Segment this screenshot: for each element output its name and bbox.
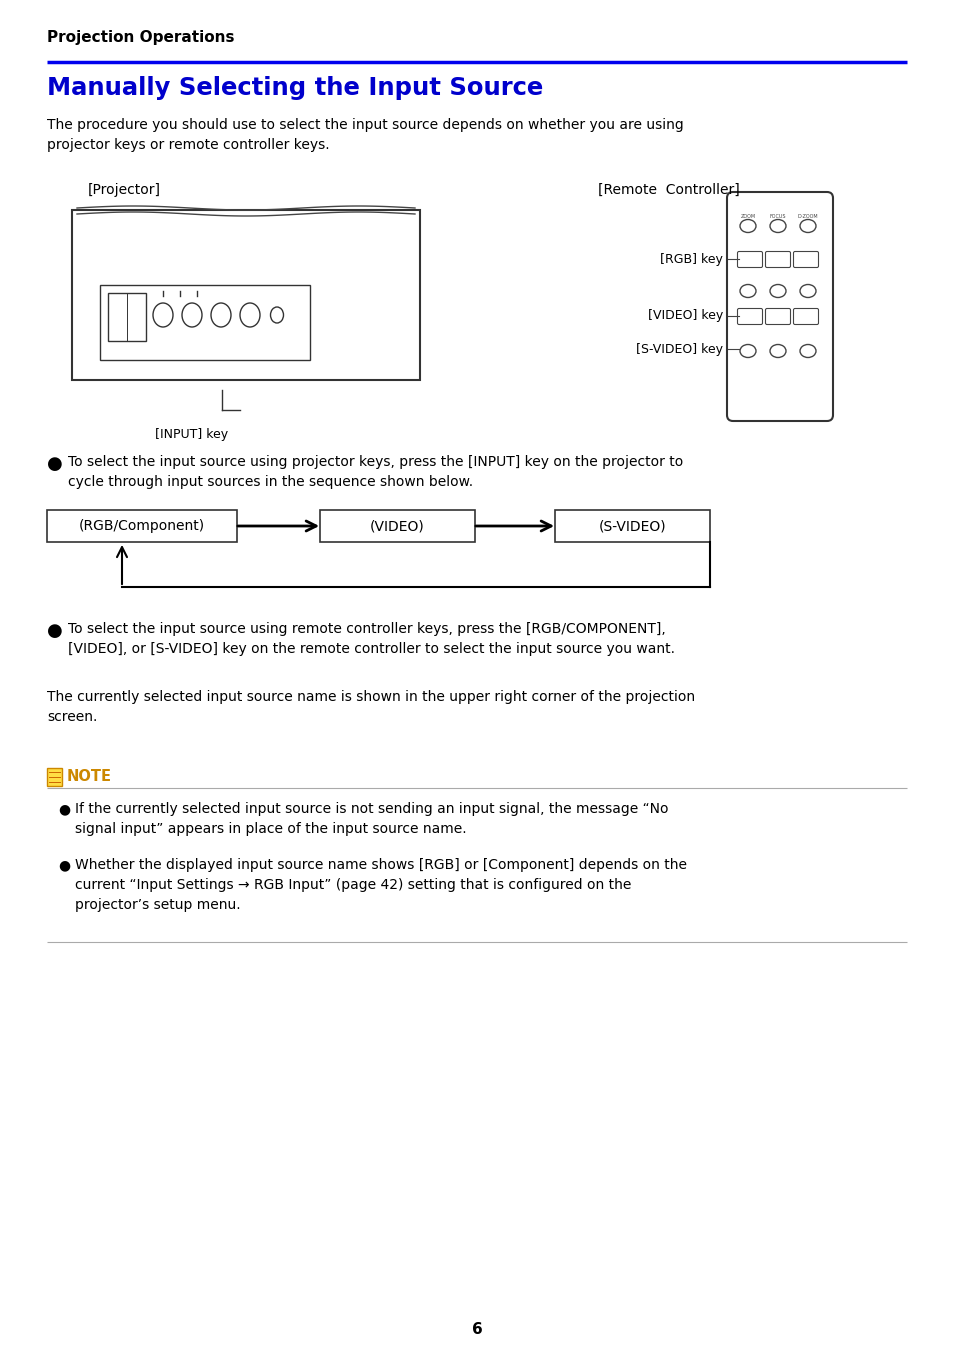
Text: FOCUS: FOCUS — [769, 214, 785, 219]
Text: To select the input source using remote controller keys, press the [RGB/COMPONEN: To select the input source using remote … — [68, 622, 675, 656]
Bar — [100, 285, 310, 360]
Text: ●: ● — [47, 456, 63, 473]
Text: Manually Selecting the Input Source: Manually Selecting the Input Source — [47, 76, 542, 100]
Text: [Remote  Controller]: [Remote Controller] — [598, 183, 739, 197]
Bar — [108, 293, 146, 341]
Text: 6: 6 — [471, 1322, 482, 1337]
Bar — [319, 510, 475, 542]
Text: [S-VIDEO] key: [S-VIDEO] key — [636, 342, 722, 356]
Text: The procedure you should use to select the input source depends on whether you a: The procedure you should use to select t… — [47, 118, 683, 151]
Text: Whether the displayed input source name shows [RGB] or [Component] depends on th: Whether the displayed input source name … — [75, 859, 686, 913]
Text: [Projector]: [Projector] — [88, 183, 161, 197]
Text: (S-VIDEO): (S-VIDEO) — [598, 519, 665, 533]
Bar — [71, 210, 419, 380]
Text: NOTE: NOTE — [67, 769, 112, 784]
Text: ●: ● — [58, 859, 71, 872]
Text: (VIDEO): (VIDEO) — [370, 519, 424, 533]
Text: ●: ● — [47, 622, 63, 639]
Text: [RGB] key: [RGB] key — [659, 253, 722, 265]
Text: ZOOM: ZOOM — [740, 214, 755, 219]
Text: (RGB/Component): (RGB/Component) — [79, 519, 205, 533]
Text: The currently selected input source name is shown in the upper right corner of t: The currently selected input source name… — [47, 690, 695, 725]
Bar — [555, 510, 709, 542]
Text: Projection Operations: Projection Operations — [47, 30, 234, 45]
Bar — [47, 510, 236, 542]
Text: If the currently selected input source is not sending an input signal, the messa: If the currently selected input source i… — [75, 802, 668, 836]
Text: [INPUT] key: [INPUT] key — [154, 429, 228, 441]
Text: D-ZOOM: D-ZOOM — [797, 214, 818, 219]
Bar — [47, 768, 62, 786]
Text: [VIDEO] key: [VIDEO] key — [647, 310, 722, 323]
Text: ●: ● — [58, 802, 71, 817]
Text: To select the input source using projector keys, press the [INPUT] key on the pr: To select the input source using project… — [68, 456, 682, 489]
